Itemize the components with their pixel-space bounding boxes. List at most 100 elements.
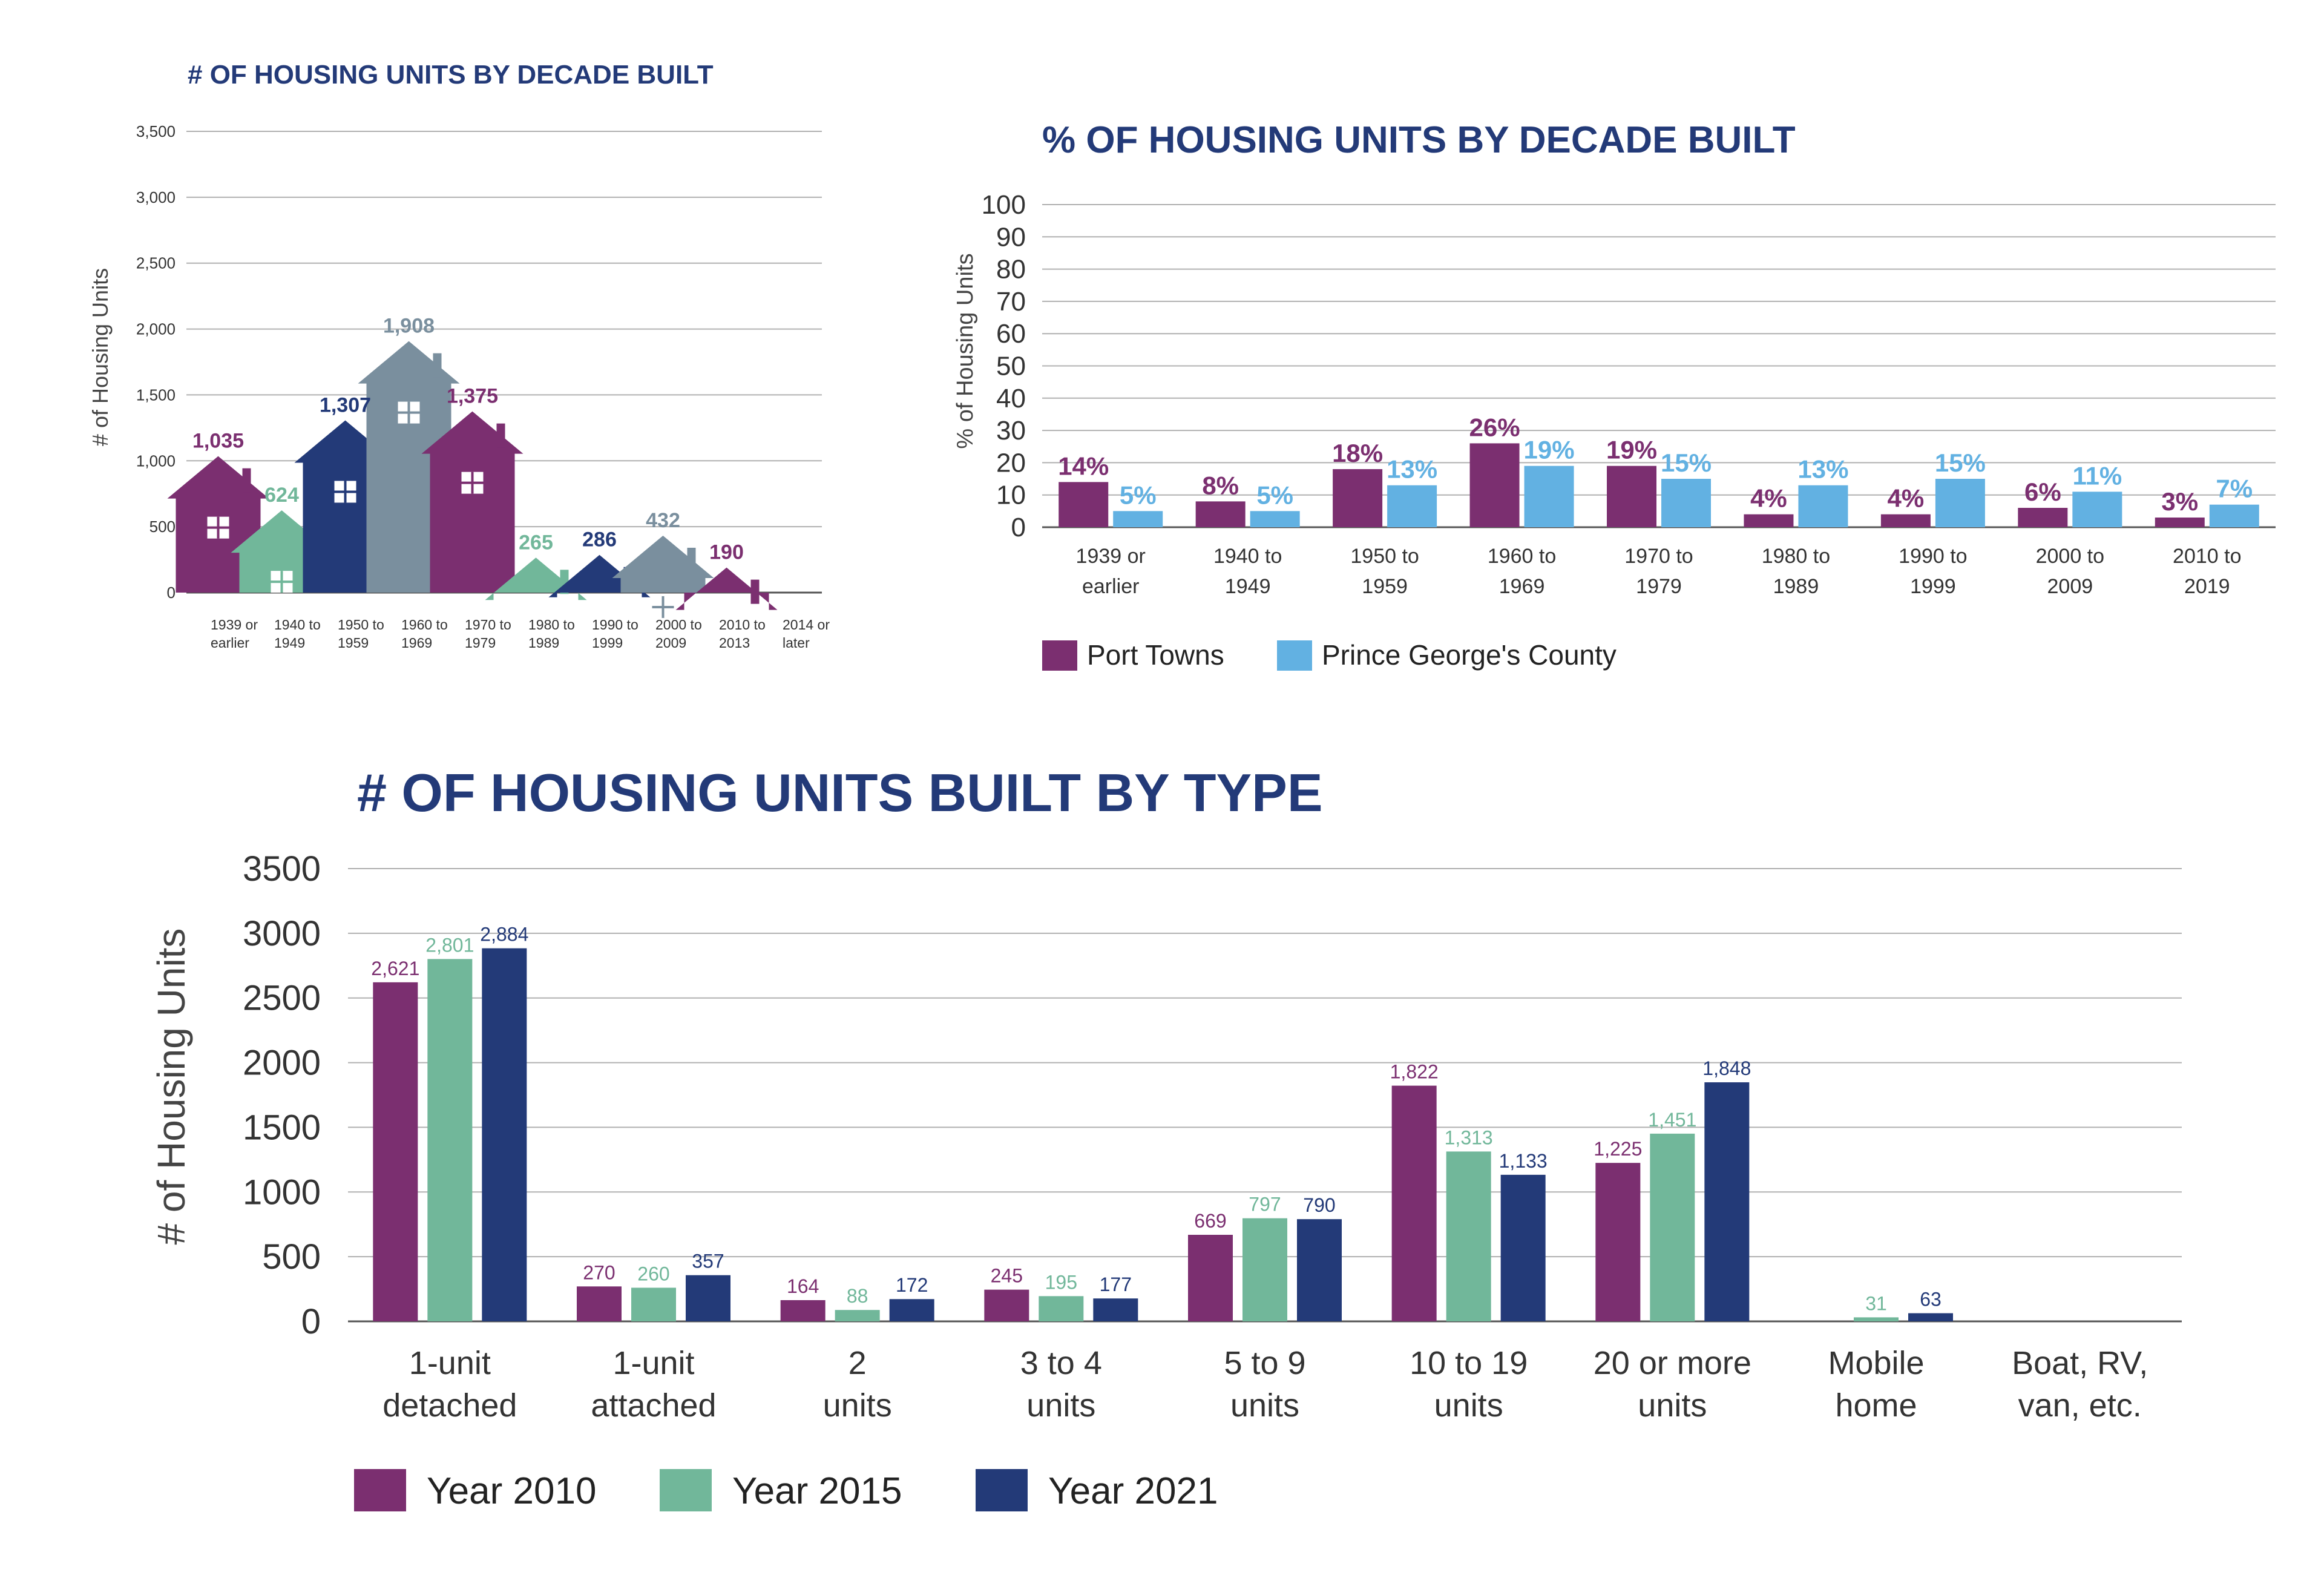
- x-tick-label: 10 to 19: [1410, 1345, 1528, 1381]
- data-label: 357: [692, 1251, 724, 1272]
- y-tick-label: 3000: [243, 914, 321, 953]
- bar-prince-georges: [1935, 479, 1985, 527]
- data-label: 31: [1865, 1292, 1887, 1314]
- decade-percent-legend: Port Towns Prince George's County: [1042, 639, 1617, 671]
- y-tick-label: 2500: [243, 979, 321, 1018]
- y-tick-label: 1,500: [136, 386, 176, 404]
- y-tick-label: 1500: [243, 1108, 321, 1147]
- x-tick-label: 1940 to: [274, 617, 321, 633]
- data-label: 624: [264, 484, 299, 507]
- decade-count-y-ticks: 0 500 1,000 1,500 2,000 2,500 3,000 3,500: [136, 122, 176, 602]
- data-label: 6%: [2024, 478, 2061, 506]
- data-label: 11%: [2072, 461, 2122, 490]
- legend-swatch: [976, 1469, 1028, 1511]
- x-tick-label: 2019: [2184, 575, 2230, 598]
- x-tick-label: 1979: [465, 635, 496, 651]
- house-bar: [612, 535, 714, 618]
- house-bar: [675, 567, 778, 610]
- data-label: 2,621: [371, 958, 419, 979]
- x-tick-label: 1939 or: [211, 617, 258, 633]
- data-label: 177: [1100, 1274, 1132, 1295]
- y-tick-label: 50: [996, 352, 1026, 381]
- x-tick-label: 1959: [1362, 575, 1408, 598]
- house-body: [675, 567, 778, 610]
- bar-port-towns: [1195, 501, 1246, 527]
- decade-percent-chart: % OF HOUSING UNITS BY DECADE BUILT % of …: [953, 119, 2276, 671]
- x-tick-label: 2014 or: [783, 617, 830, 633]
- data-label: 790: [1303, 1194, 1335, 1216]
- x-tick-label: 1980 to: [528, 617, 575, 633]
- x-tick-label: 5 to 9: [1224, 1345, 1305, 1381]
- y-tick-label: 100: [982, 190, 1026, 220]
- bar-year-2010: [780, 1300, 826, 1321]
- data-label: 2,801: [425, 934, 474, 956]
- type-count-ylabel: # of Housing Units: [149, 929, 193, 1245]
- legend-swatch: [660, 1469, 712, 1511]
- x-tick-label: home: [1835, 1387, 1917, 1424]
- x-tick-label: Boat, RV,: [2012, 1345, 2148, 1381]
- x-tick-label: units: [1434, 1387, 1503, 1424]
- x-tick-label: 1-unit: [409, 1345, 491, 1381]
- bar-year-2010: [984, 1289, 1029, 1321]
- type-count-legend: Year 2010 Year 2015 Year 2021: [354, 1469, 1218, 1512]
- x-tick-label: 1990 to: [1899, 545, 1967, 568]
- decade-count-houses: [167, 341, 778, 618]
- legend-swatch: [354, 1469, 406, 1511]
- data-label: 63: [1920, 1289, 1942, 1310]
- data-label: 13%: [1797, 455, 1848, 484]
- house-body: [421, 411, 524, 593]
- decade-percent-bars: [1059, 443, 2259, 527]
- chimney: [496, 423, 505, 448]
- bar-year-2015: [1446, 1151, 1491, 1321]
- bar-prince-georges: [1661, 479, 1711, 527]
- x-tick-label: van, etc.: [2018, 1387, 2142, 1424]
- bar-year-2015: [1854, 1317, 1899, 1321]
- decade-percent-title: % OF HOUSING UNITS BY DECADE BUILT: [1042, 119, 1796, 161]
- bar-year-2021: [889, 1299, 934, 1321]
- chimney: [750, 579, 760, 604]
- x-tick-label: 1960 to: [401, 617, 448, 633]
- bar-port-towns: [2018, 508, 2068, 527]
- type-count-bars: [373, 948, 1953, 1321]
- bar-year-2021: [1500, 1174, 1546, 1321]
- legend-label: Year 2010: [427, 1470, 596, 1512]
- bar-port-towns: [1880, 514, 1931, 527]
- x-tick-label: 2010 to: [2173, 545, 2241, 568]
- decade-count-x-ticks: 1939 or earlier 1940 to 1949 1950 to 1959 1960…: [211, 617, 830, 651]
- type-count-x-ticks: 1-unit detached 1-unit attached 2 units 3 to 4…: [382, 1345, 2148, 1424]
- y-tick-label: 0: [301, 1302, 321, 1341]
- decade-count-value-labels: 1,035 624 1,307 1,908 1,375 265 286 432 190: [192, 315, 744, 564]
- type-count-value-labels: 2,621 2,801 2,884 270 260 357 164 88 172 245 195 17…: [371, 924, 1942, 1315]
- x-tick-label: 1989: [528, 635, 559, 651]
- data-label: 164: [787, 1275, 819, 1297]
- x-tick-label: 1999: [592, 635, 623, 651]
- chimney: [433, 353, 442, 378]
- data-label: 195: [1045, 1271, 1077, 1293]
- chimney: [687, 547, 696, 572]
- y-tick-label: 1000: [243, 1172, 321, 1212]
- x-tick-label: 1940 to: [1213, 545, 1282, 568]
- bar-prince-georges: [1387, 485, 1437, 527]
- data-label: 26%: [1469, 413, 1520, 441]
- decade-percent-gridlines: [1042, 204, 2276, 528]
- data-label: 14%: [1058, 452, 1109, 480]
- y-tick-label: 90: [996, 222, 1026, 252]
- data-label: 4%: [1888, 484, 1925, 513]
- data-label: 265: [519, 531, 553, 554]
- bar-prince-georges: [1524, 465, 1574, 527]
- y-tick-label: 20: [996, 448, 1026, 478]
- x-tick-label: Mobile: [1828, 1345, 1924, 1381]
- x-tick-label: 2009: [655, 635, 686, 651]
- x-tick-label: 1949: [274, 635, 305, 651]
- decade-count-ylabel: # of Housing Units: [88, 268, 113, 446]
- x-tick-label: units: [1638, 1387, 1707, 1424]
- x-tick-label: 1-unit: [612, 1345, 694, 1381]
- bar-year-2010: [1595, 1163, 1641, 1321]
- data-label: 1,375: [447, 385, 498, 408]
- x-tick-label: later: [783, 635, 810, 651]
- type-count-title: # OF HOUSING UNITS BUILT BY TYPE: [357, 763, 1323, 823]
- data-label: 4%: [1750, 484, 1787, 513]
- data-label: 18%: [1332, 439, 1383, 467]
- bar-prince-georges: [1798, 485, 1848, 527]
